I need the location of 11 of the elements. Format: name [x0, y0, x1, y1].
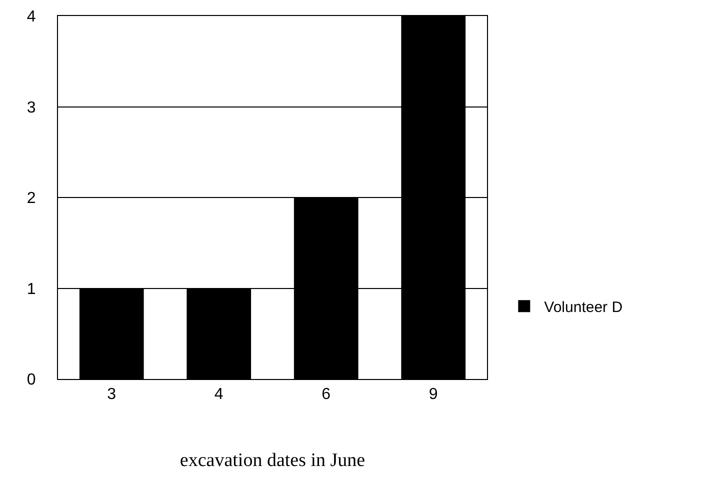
x-axis-title: excavation dates in June	[180, 450, 366, 471]
y-tick-label: 0	[26, 372, 36, 389]
x-tick-label: 4	[214, 386, 224, 404]
legend-label: Volunteer D	[544, 299, 623, 316]
y-tick-label: 3	[26, 99, 36, 116]
y-tick-label: 2	[26, 190, 36, 208]
x-tick-label: 3	[107, 386, 116, 404]
x-tick-label: 6	[322, 386, 331, 404]
y-tick-label: 4	[26, 8, 36, 26]
y-tick-label: 1	[26, 280, 36, 298]
x-tick-label: 9	[428, 386, 438, 404]
